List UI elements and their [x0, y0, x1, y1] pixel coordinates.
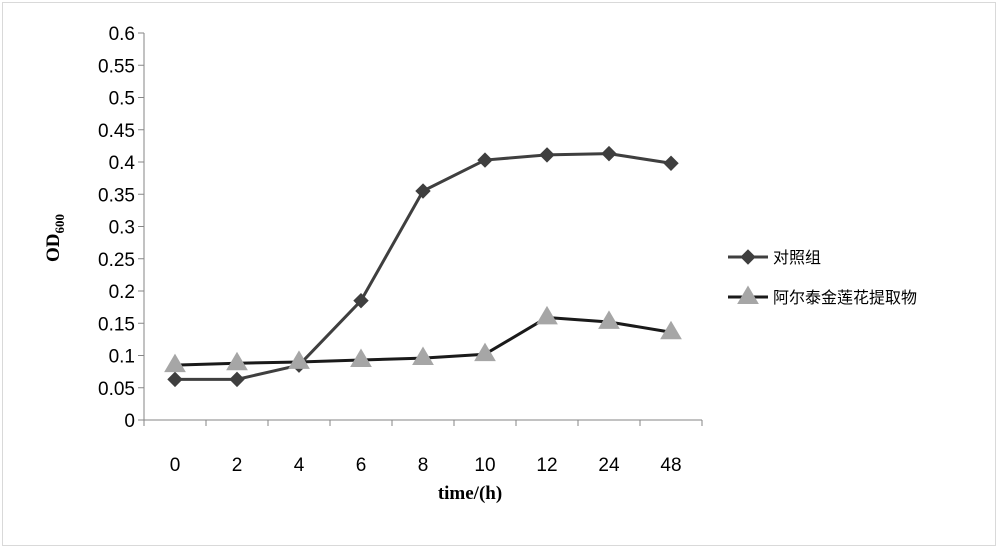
- data-point: [412, 346, 434, 366]
- data-point: [663, 155, 679, 171]
- legend-item-1: 对照组: [728, 248, 821, 267]
- series-layer: [164, 145, 682, 388]
- y-tick-label: 0.35: [98, 185, 135, 206]
- x-tick-label: 0: [170, 455, 181, 476]
- y-tick-label: 0.4: [109, 153, 136, 174]
- legend-item-2: 阿尔泰金莲花提取物: [728, 285, 917, 307]
- x-tick-label: 12: [536, 455, 557, 476]
- x-axis-title: time/(h): [438, 483, 502, 504]
- data-point: [167, 371, 183, 388]
- series-2: [164, 305, 682, 373]
- data-point: [474, 342, 496, 362]
- y-tick-label: 0.25: [98, 250, 135, 271]
- data-point: [350, 348, 372, 367]
- data-point: [226, 351, 248, 371]
- y-tick-label: 0.1: [109, 347, 135, 368]
- data-point: [536, 305, 558, 325]
- x-tick-label: 24: [598, 455, 620, 476]
- data-point: [601, 145, 617, 162]
- x-tick-label: 4: [294, 455, 305, 476]
- data-point: [229, 371, 245, 388]
- data-point: [353, 292, 369, 309]
- y-tick-label: 0.6: [109, 24, 135, 45]
- data-point: [164, 353, 186, 373]
- x-tick-label: 2: [232, 455, 243, 476]
- legend-swatch-marker: [740, 249, 756, 265]
- y-axis-title-main: OD: [43, 234, 64, 263]
- y-axis-title-sub: 600: [52, 214, 67, 234]
- y-axis-title: OD600: [43, 214, 67, 262]
- y-axis: 0 0.05 0.1 0.15 0.2 0.25 0.3 0.35 0.4 0.45 0.5 0.55…: [98, 24, 145, 432]
- y-tick-label: 0: [124, 411, 135, 432]
- series-1: [167, 145, 679, 388]
- y-tick-label: 0.5: [109, 89, 135, 110]
- legend-label: 对照组: [773, 248, 821, 267]
- y-tick-label: 0.55: [98, 56, 135, 77]
- legend-swatch-marker: [737, 285, 759, 304]
- y-tick-label: 0.05: [98, 379, 135, 400]
- data-point: [415, 183, 431, 199]
- data-point: [288, 350, 310, 369]
- y-tick-label: 0.3: [109, 218, 135, 239]
- x-axis: 0 2 4 6 8 10 12 24 48: [143, 419, 703, 476]
- y-tick-label: 0.2: [109, 282, 135, 303]
- legend-label: 阿尔泰金莲花提取物: [773, 288, 917, 307]
- x-tick-label: 48: [660, 455, 681, 476]
- y-tick-label: 0.45: [98, 121, 135, 142]
- y-tick-label: 0.15: [98, 314, 135, 335]
- data-point: [477, 152, 493, 168]
- data-point: [598, 310, 620, 329]
- x-tick-label: 6: [356, 455, 367, 476]
- x-tick-label: 10: [474, 455, 495, 476]
- x-tick-label: 8: [418, 455, 429, 476]
- data-point: [539, 147, 555, 163]
- data-point: [660, 320, 682, 340]
